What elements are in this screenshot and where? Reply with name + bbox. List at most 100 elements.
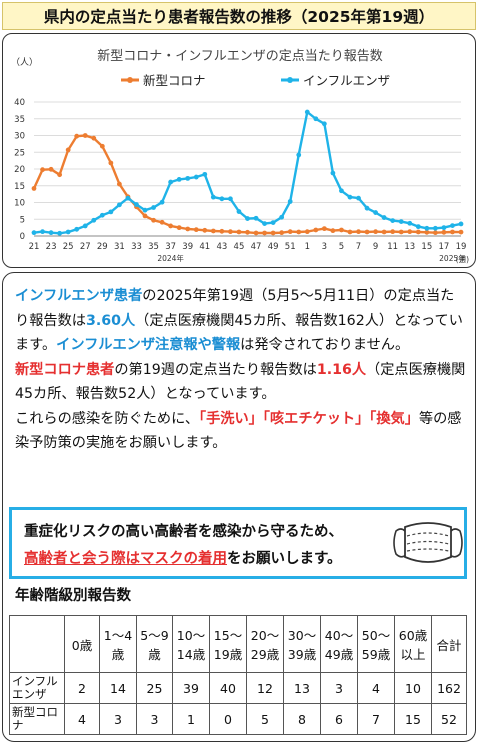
table-row: インフルエンザ 2 14 25 39 40 12 13 3 4 10 162 (9, 672, 467, 704)
data-point-influenza (91, 217, 97, 223)
notice-line-2: 高齢者と会う際はマスクの着用をお願いします。 (24, 547, 342, 568)
data-point-covid (228, 229, 233, 235)
table-cell: 0 (209, 703, 247, 735)
y-tick-label: 35 (14, 115, 25, 125)
corner-cell (9, 615, 65, 673)
data-point-influenza (356, 195, 361, 201)
data-point-covid (381, 229, 387, 235)
data-point-influenza (253, 215, 259, 221)
data-point-covid (390, 229, 396, 235)
x-tick-label: 27 (80, 242, 91, 252)
data-point-influenza (441, 225, 447, 231)
table-cell: 12 (246, 672, 284, 704)
data-point-influenza (82, 223, 88, 229)
data-point-influenza (304, 109, 310, 115)
data-point-influenza (210, 194, 216, 200)
data-point-influenza (219, 196, 225, 202)
data-point-covid (74, 133, 80, 139)
header-cell: 15〜19歳 (209, 615, 247, 673)
data-point-influenza (415, 224, 421, 230)
table-cell: 14 (99, 672, 137, 704)
data-point-covid (193, 227, 199, 233)
data-point-covid (296, 229, 302, 235)
data-point-covid (287, 229, 293, 235)
table-cell: 8 (283, 703, 321, 735)
data-point-influenza (193, 174, 199, 180)
data-point-influenza (287, 199, 293, 204)
header-cell: 40〜49歳 (320, 615, 358, 673)
data-point-covid (441, 229, 447, 235)
mask-notice: 重症化リスクの高い高齢者を感染から守るため、 高齢者と会う際はマスクの着用をお願… (9, 507, 467, 579)
covid-rate: 1.16人 (316, 361, 367, 378)
x-tick-label: 15 (421, 242, 432, 252)
table-row: 新型コロナ 4 3 3 1 0 5 8 6 7 15 52 (9, 703, 467, 735)
data-point-covid (415, 229, 421, 235)
data-point-influenza (390, 218, 396, 223)
notice-line-2-rest: をお願いします。 (227, 551, 342, 567)
data-point-influenza (159, 199, 165, 205)
data-point-influenza (134, 202, 139, 207)
data-point-covid (279, 230, 285, 236)
header-cell: 1〜4歳 (99, 615, 137, 673)
chart-panel: 新型コロナ・インフルエンザの定点当たり報告数 （人） 0 5 10 15 20 25 30 35 4… (2, 33, 476, 268)
data-point-influenza (228, 196, 233, 202)
table-cell: 7 (357, 703, 395, 735)
data-point-influenza (381, 215, 387, 220)
data-point-influenza (57, 230, 63, 236)
data-point-influenza (270, 220, 276, 226)
data-point-influenza (407, 220, 413, 226)
series-line-influenza (33, 110, 462, 235)
influenza-alert-label: インフルエンザ注意報や警報 (56, 337, 241, 353)
data-point-covid (458, 229, 464, 235)
data-point-covid (151, 217, 156, 223)
data-point-influenza (313, 116, 319, 122)
data-point-covid (99, 143, 105, 149)
data-point-influenza (245, 216, 250, 221)
data-point-covid (236, 229, 242, 235)
year-label: 2024年 (157, 253, 184, 263)
data-point-influenza (424, 225, 430, 231)
prevention-text-2: 等の感染予防策の実施をお願いします。 (15, 410, 462, 452)
year-label: 2025年 (439, 253, 466, 263)
influenza-paragraph: インフルエンザ患者の2025年第19週（5月5〜5月11日）の定点当たり報告数は… (15, 284, 467, 358)
table-cell: 52 (431, 703, 467, 735)
data-point-covid (398, 229, 404, 235)
table-cell: 39 (172, 672, 210, 704)
legend-marker (127, 77, 133, 83)
header-cell: 60歳以上 (394, 615, 432, 673)
data-point-covid (262, 230, 267, 236)
data-point-influenza (432, 225, 438, 231)
notice-highlight: 高齢者と会う際はマスクの着用 (24, 551, 227, 567)
prevention-measures: 「手洗い」「咳エチケット」「換気」 (199, 410, 419, 427)
data-point-influenza (117, 202, 122, 208)
header-cell: 5〜9歳 (136, 615, 173, 673)
table-cell: 6 (320, 703, 358, 735)
table-cell: 2 (64, 672, 100, 704)
data-point-covid (321, 226, 327, 232)
covid-text-1: の第19週の定点当たり報告数は (114, 361, 317, 378)
data-point-covid (356, 229, 361, 235)
x-axis-unit-label: (週) (456, 255, 469, 264)
mask-icon (393, 522, 463, 563)
data-point-influenza (168, 179, 174, 185)
x-tick-label: 17 (439, 242, 450, 252)
data-point-covid (450, 229, 455, 235)
y-tick-label: 30 (14, 132, 25, 142)
header-cell: 10〜14歳 (172, 615, 210, 673)
table-cell: 4 (357, 672, 395, 704)
y-tick-label: 20 (14, 165, 25, 175)
data-point-covid (373, 229, 378, 235)
data-point-influenza (151, 205, 156, 210)
data-point-influenza (65, 229, 71, 235)
x-tick-label: 43 (216, 242, 227, 252)
y-tick-label: 25 (14, 148, 25, 158)
data-point-influenza (236, 209, 242, 214)
table-cell: 10 (394, 672, 432, 704)
data-point-influenza (262, 221, 267, 227)
x-tick-label: 7 (356, 242, 361, 252)
data-point-covid (253, 230, 259, 236)
x-tick-label: 1 (305, 242, 310, 252)
legend-label-covid: 新型コロナ (143, 73, 206, 88)
data-point-influenza (373, 210, 378, 215)
page-title: 県内の定点当たり患者報告数の推移（2025年第19週） (2, 2, 476, 30)
